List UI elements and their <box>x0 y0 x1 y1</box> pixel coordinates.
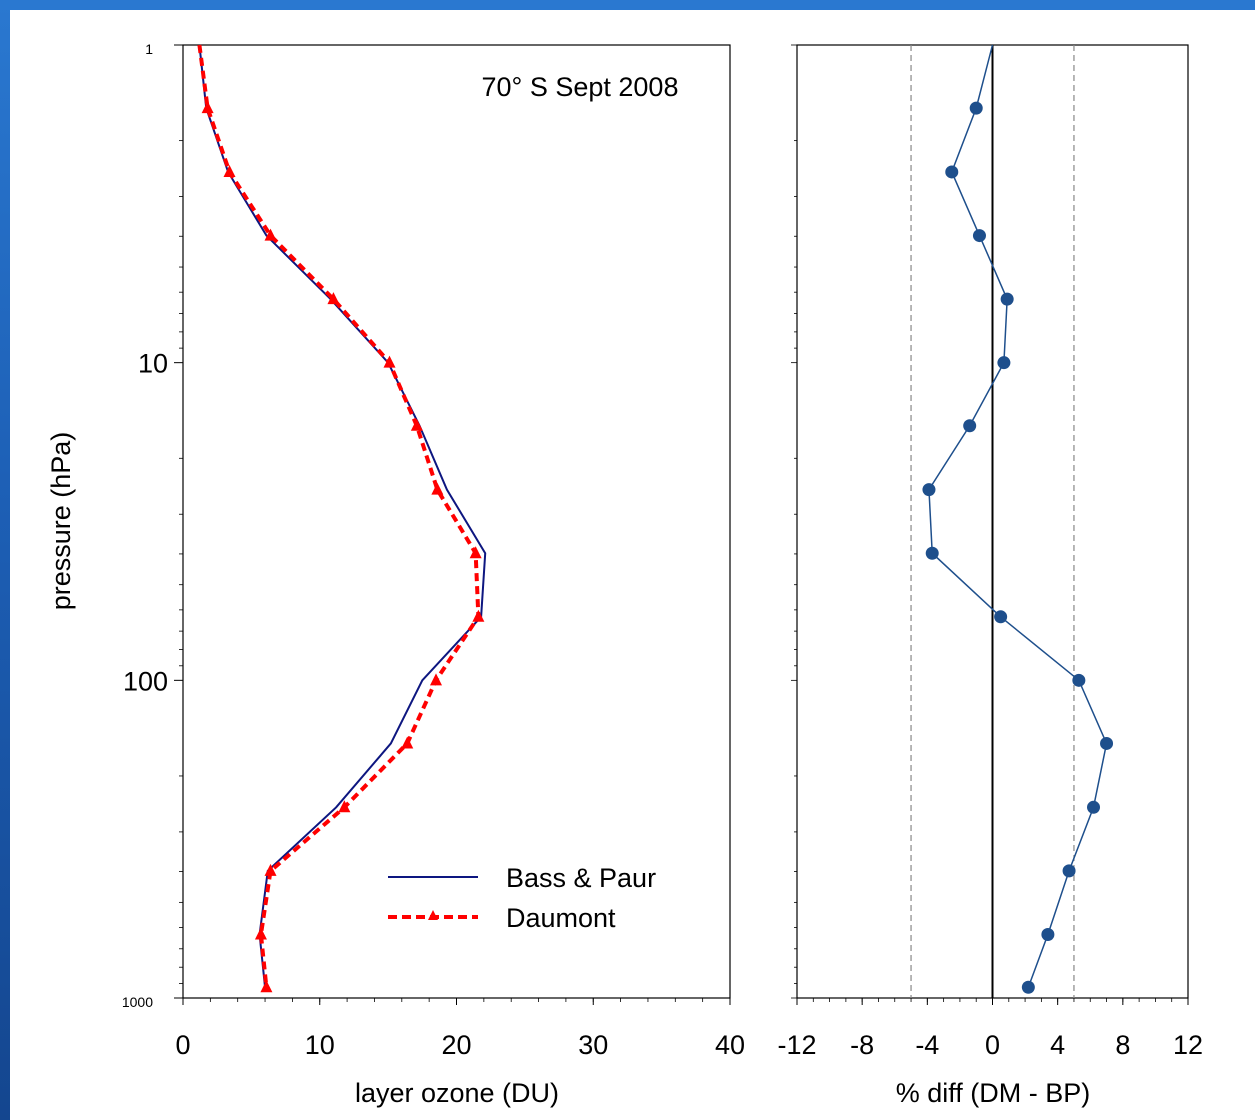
right-x-tick-label: 4 <box>1050 1030 1065 1060</box>
daumont-marker <box>223 164 236 177</box>
left-x-tick-label: 30 <box>578 1030 608 1060</box>
daumont-marker <box>264 863 277 876</box>
y-tick-label: 100 <box>123 666 168 696</box>
percent-diff-point <box>1062 864 1076 878</box>
percent-diff-point <box>1021 980 1035 994</box>
daumont-marker <box>327 292 340 305</box>
chart-annotation: 70° S Sept 2008 <box>482 72 679 102</box>
right-x-tick-label: 8 <box>1115 1030 1130 1060</box>
percent-diff-point <box>972 229 986 243</box>
daumont-marker <box>472 609 485 622</box>
percent-diff-point <box>1000 292 1014 306</box>
daumont-marker <box>469 546 482 559</box>
left-chart: 0 10 20 30 40 1 10 100 1000 70° S Sept 2008 laye… <box>46 41 745 1108</box>
percent-diff-point <box>1087 800 1101 814</box>
legend-marker-daumont <box>428 910 438 920</box>
percent-diff-point <box>925 546 939 560</box>
daumont-marker <box>201 101 214 114</box>
percent-diff-point <box>997 356 1011 370</box>
legend-label-daumont: Daumont <box>506 903 616 933</box>
daumont-marker <box>264 228 277 241</box>
daumont-marker <box>260 980 273 993</box>
right-x-axis-label: % diff (DM - BP) <box>896 1078 1091 1108</box>
daumont-marker <box>429 673 442 686</box>
daumont-marker <box>431 482 444 495</box>
percent-diff-point <box>1041 927 1055 941</box>
percent-diff-point <box>1072 673 1086 687</box>
daumont-marker <box>383 355 396 368</box>
percent-diff-point <box>963 419 977 433</box>
daumont-marker <box>254 927 267 940</box>
percent-diff-line <box>928 44 1108 988</box>
legend: Bass & Paur Daumont <box>388 863 656 933</box>
daumont-marker <box>338 800 351 813</box>
legend-label-bass-paur: Bass & Paur <box>506 863 656 893</box>
right-x-tick-label: -8 <box>850 1030 874 1060</box>
percent-diff-point <box>945 165 959 179</box>
daumont-marker <box>401 736 414 749</box>
left-x-tick-label: 10 <box>305 1030 335 1060</box>
left-x-tick-label: 0 <box>175 1030 190 1060</box>
left-x-tick-label: 40 <box>715 1030 745 1060</box>
left-plot-frame <box>182 44 731 999</box>
right-x-tick-label: 0 <box>985 1030 1000 1060</box>
right-x-tick-label: -4 <box>915 1030 939 1060</box>
series-line-bass-paur <box>198 44 487 988</box>
right-x-tick-label: 12 <box>1173 1030 1203 1060</box>
left-x-axis-label: layer ozone (DU) <box>355 1078 559 1108</box>
right-chart: -12 -8 -4 0 4 8 12 % diff (DM - BP) <box>777 44 1203 1108</box>
percent-diff-point <box>994 610 1008 624</box>
percent-diff-point <box>922 483 936 497</box>
percent-diff-point <box>969 101 983 115</box>
y-axis-label: pressure (hPa) <box>46 432 76 611</box>
y-tick-label: 10 <box>138 349 168 379</box>
y-tick-label: 1 <box>145 41 153 57</box>
left-x-tick-label: 20 <box>441 1030 471 1060</box>
right-x-tick-label: -12 <box>777 1030 816 1060</box>
daumont-marker <box>410 418 423 431</box>
series-line-daumont <box>197 44 481 988</box>
y-tick-label: 1000 <box>122 994 153 1010</box>
percent-diff-point <box>1100 736 1114 750</box>
